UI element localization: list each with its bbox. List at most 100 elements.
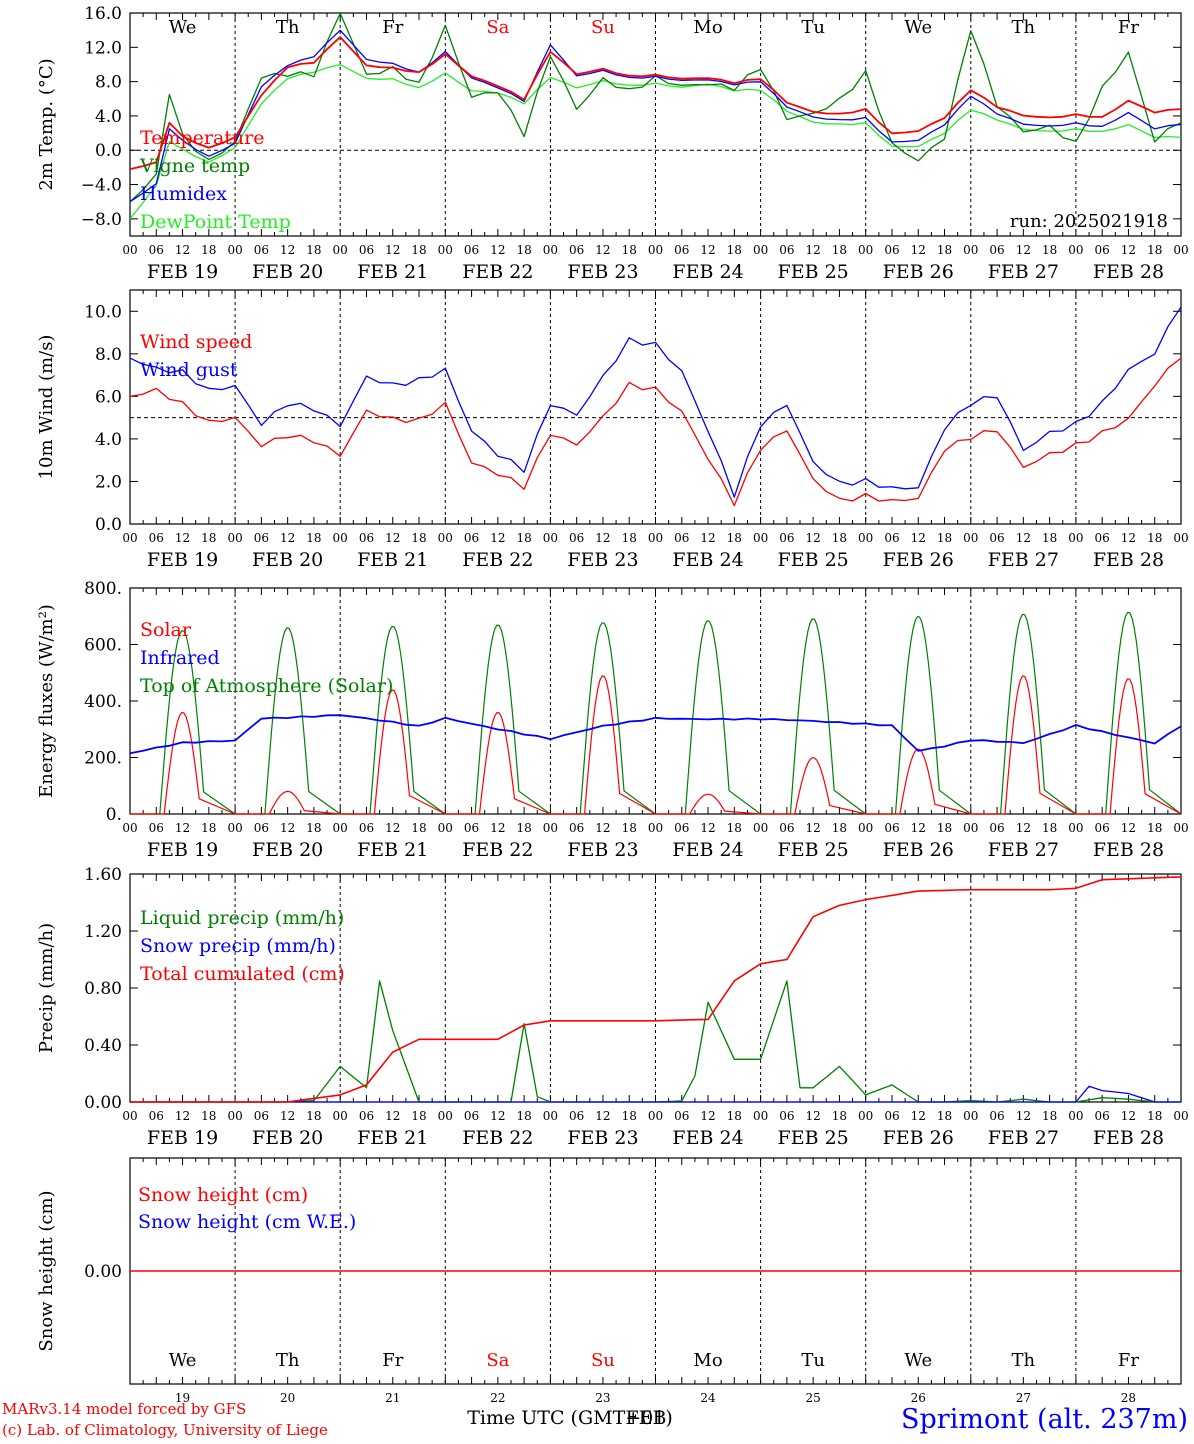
hour-tick-label: 00	[122, 821, 137, 835]
date-label: FEB 26	[883, 549, 954, 571]
weekday-label: Sa	[486, 1350, 509, 1371]
series-line-vigne-temp	[129, 12, 1182, 203]
hour-tick-label: 12	[700, 821, 715, 835]
hour-tick-label: 18	[201, 821, 216, 835]
hour-tick-label: 12	[806, 243, 821, 257]
hour-tick-label: 18	[201, 243, 216, 257]
energy-series	[129, 611, 1182, 815]
hour-tick-label: 18	[1147, 1109, 1162, 1123]
hour-tick-label: 06	[254, 531, 269, 545]
y-tick-label: 4.0	[95, 430, 122, 450]
hour-tick-label: 00	[438, 531, 453, 545]
hour-tick-label: 06	[674, 821, 689, 835]
hour-tick-label: 18	[937, 1109, 952, 1123]
hour-tick-label: 18	[727, 243, 742, 257]
weekday-label: Fr	[1118, 1350, 1139, 1371]
date-label: FEB 25	[778, 1127, 849, 1149]
hour-tick-label: 00	[227, 821, 242, 835]
time-axis-3: 00 06 12 18 00 06 12 18 00 06 12 18 00 06 12 18 00 06 12 18…	[122, 874, 1189, 1149]
hour-tick-label: 06	[359, 1109, 374, 1123]
run-annotation: run: 2025021918	[1010, 211, 1168, 232]
hour-tick-label: 06	[149, 531, 164, 545]
date-label: FEB 27	[988, 839, 1059, 861]
y-tick-label: 4.0	[95, 107, 122, 127]
date-label: FEB 23	[567, 549, 638, 571]
hour-tick-label: 18	[516, 1109, 531, 1123]
hour-tick-label: 18	[1042, 243, 1057, 257]
legend-3: Liquid precip (mm/h) Snow precip (mm/h) To…	[140, 907, 345, 985]
weekday-label: Su	[591, 1350, 615, 1371]
series-line-total-cumulated	[130, 876, 1182, 1103]
weekday-label: Tu	[801, 1350, 825, 1371]
hour-tick-label: 12	[1121, 531, 1136, 545]
hour-tick-label: 12	[911, 1109, 926, 1123]
y-tick-label: 8.0	[95, 73, 122, 93]
hour-tick-label: 06	[989, 243, 1004, 257]
hour-tick-label: 06	[1095, 243, 1110, 257]
y-axis-1: 10.0 8.0 6.0 4.0 2.0 0.0 10m Wind (m/s)	[36, 302, 1181, 535]
hour-tick-label: 12	[385, 821, 400, 835]
solar-day	[130, 712, 236, 815]
y-tick-label: 400.	[84, 692, 122, 712]
hour-tick-label: 00	[122, 1109, 137, 1123]
hour-tick-label: 12	[175, 531, 190, 545]
date-label: FEB 19	[147, 261, 218, 283]
toa-solar-day	[760, 618, 867, 815]
hour-tick-label: 00	[963, 243, 978, 257]
hour-tick-label: 18	[622, 243, 637, 257]
date-label: FEB 24	[672, 1127, 743, 1149]
hour-tick-label: 12	[911, 531, 926, 545]
series-line-liquid-precip-mm-h-	[130, 980, 1181, 1103]
hour-tick-label: 00	[227, 531, 242, 545]
hour-tick-label: 00	[963, 1109, 978, 1123]
hour-tick-label: 00	[753, 531, 768, 545]
hour-tick-label: 06	[359, 821, 374, 835]
hour-tick-label: 18	[411, 1109, 426, 1123]
legend-1: Wind speed Wind gust	[140, 331, 252, 381]
hour-tick-label: 00	[1173, 531, 1188, 545]
hour-tick-label: 12	[806, 531, 821, 545]
day-number-label: 19	[175, 1391, 190, 1405]
y-tick-label: 0.	[106, 805, 122, 825]
model-credit: MARv3.14 model forced by GFS	[2, 1400, 246, 1418]
hour-tick-label: 06	[884, 531, 899, 545]
y-axis-label: Precip (mm/h)	[36, 923, 57, 1053]
y-tick-label: 600.	[84, 636, 122, 656]
series-line-wind-speed	[129, 357, 1182, 507]
hour-tick-label: 12	[700, 243, 715, 257]
hour-tick-label: 18	[1147, 531, 1162, 545]
hour-tick-label: 18	[306, 821, 321, 835]
hour-tick-label: 12	[385, 1109, 400, 1123]
x-axis-label: Time UTC (GMT+01)	[467, 1407, 673, 1429]
y-tick-label: 16.0	[84, 4, 122, 24]
hour-tick-label: 06	[359, 531, 374, 545]
y-axis-label: Energy fluxes (W/m²)	[36, 604, 57, 798]
date-label: FEB 26	[883, 261, 954, 283]
y-tick-label: 0.40	[84, 1036, 122, 1056]
hour-tick-label: 06	[254, 243, 269, 257]
hour-tick-label: 00	[122, 243, 137, 257]
hour-tick-label: 06	[464, 821, 479, 835]
hour-tick-label: 12	[1121, 243, 1136, 257]
hour-tick-label: 12	[595, 531, 610, 545]
date-label: FEB 27	[988, 1127, 1059, 1149]
hour-tick-label: 18	[727, 531, 742, 545]
toa-solar-day	[1075, 611, 1182, 815]
hour-tick-label: 18	[411, 821, 426, 835]
hour-tick-label: 06	[569, 531, 584, 545]
day-number-label: 24	[700, 1391, 716, 1405]
weekday-label: Mo	[693, 1350, 722, 1371]
time-axis-2: 00 06 12 18 00 06 12 18 00 06 12 18 00 06 12 18 00 06 12 18…	[122, 588, 1189, 861]
date-label: FEB 21	[357, 839, 428, 861]
copyright-credit: (c) Lab. of Climatology, University of L…	[2, 1421, 328, 1439]
hour-tick-label: 06	[884, 1109, 899, 1123]
hour-tick-label: 18	[516, 531, 531, 545]
hour-tick-label: 18	[832, 243, 847, 257]
y-axis-3: 1.60 1.20 0.80 0.40 0.00 Precip (mm/h)	[36, 865, 1181, 1113]
hour-tick-label: 00	[858, 1109, 873, 1123]
hour-tick-label: 18	[201, 531, 216, 545]
hour-tick-label: 00	[543, 1109, 558, 1123]
hour-tick-label: 06	[1095, 1109, 1110, 1123]
